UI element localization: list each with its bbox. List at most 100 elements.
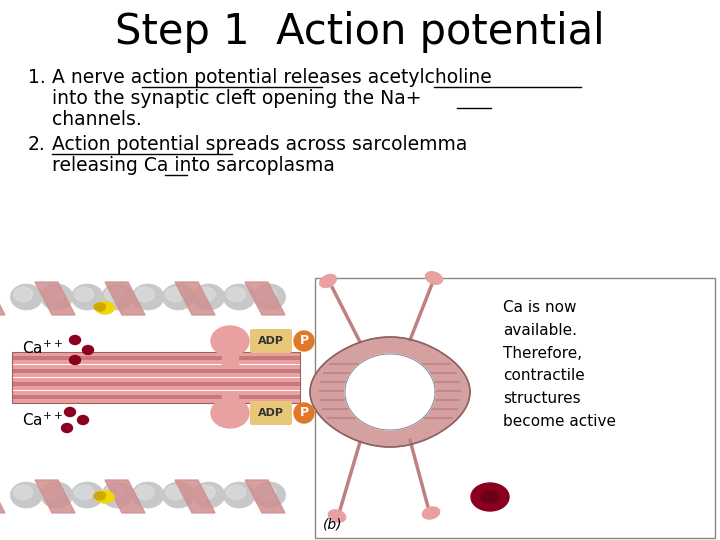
Ellipse shape <box>71 482 103 508</box>
Polygon shape <box>222 395 238 407</box>
Ellipse shape <box>74 485 94 500</box>
Text: Step 1  Action potential: Step 1 Action potential <box>115 11 605 53</box>
Ellipse shape <box>44 485 63 500</box>
Ellipse shape <box>211 398 249 428</box>
Ellipse shape <box>382 373 398 387</box>
Ellipse shape <box>163 482 194 508</box>
Polygon shape <box>0 282 5 315</box>
Ellipse shape <box>257 485 276 500</box>
Ellipse shape <box>135 287 154 301</box>
Ellipse shape <box>14 485 33 500</box>
Text: ADP: ADP <box>258 336 284 346</box>
Bar <box>12 352 300 403</box>
Bar <box>12 352 300 364</box>
Ellipse shape <box>106 305 114 311</box>
Text: Ca$^{++}$: Ca$^{++}$ <box>22 339 63 356</box>
Ellipse shape <box>14 287 33 301</box>
Polygon shape <box>35 480 75 513</box>
Ellipse shape <box>71 284 103 310</box>
Polygon shape <box>245 480 285 513</box>
Bar <box>12 369 300 373</box>
Text: 1.: 1. <box>28 68 46 87</box>
Bar <box>12 391 300 403</box>
Polygon shape <box>310 337 470 447</box>
Text: ADP: ADP <box>258 408 284 418</box>
Bar <box>12 378 300 390</box>
Bar <box>12 382 300 386</box>
Ellipse shape <box>96 302 114 314</box>
Polygon shape <box>175 282 215 315</box>
Ellipse shape <box>426 272 443 285</box>
Polygon shape <box>345 354 435 430</box>
Ellipse shape <box>105 485 124 500</box>
Text: (b): (b) <box>323 518 343 532</box>
Text: P: P <box>300 334 309 348</box>
Ellipse shape <box>163 284 194 310</box>
Ellipse shape <box>193 284 225 310</box>
Polygon shape <box>222 354 238 365</box>
Ellipse shape <box>44 287 63 301</box>
Ellipse shape <box>132 482 164 508</box>
Polygon shape <box>105 480 145 513</box>
Ellipse shape <box>102 284 134 310</box>
Ellipse shape <box>94 492 106 500</box>
Ellipse shape <box>374 365 390 379</box>
Ellipse shape <box>396 379 412 393</box>
Ellipse shape <box>422 507 440 519</box>
Bar <box>12 395 300 399</box>
Text: Action potential spreads across sarcolemma: Action potential spreads across sarcolem… <box>52 135 467 154</box>
Ellipse shape <box>10 482 42 508</box>
Ellipse shape <box>105 287 124 301</box>
Ellipse shape <box>196 287 215 301</box>
Ellipse shape <box>226 287 246 301</box>
Ellipse shape <box>65 408 76 416</box>
Ellipse shape <box>320 274 336 288</box>
Bar <box>315 278 715 538</box>
Text: P: P <box>300 407 309 420</box>
Ellipse shape <box>61 423 73 433</box>
Ellipse shape <box>96 491 114 503</box>
Bar <box>12 356 300 360</box>
Ellipse shape <box>70 335 81 345</box>
Polygon shape <box>245 282 285 315</box>
Polygon shape <box>175 480 215 513</box>
Ellipse shape <box>294 331 314 351</box>
Ellipse shape <box>223 284 255 310</box>
Ellipse shape <box>83 346 94 354</box>
Text: into the synaptic cleft opening the Na+: into the synaptic cleft opening the Na+ <box>52 89 421 108</box>
Ellipse shape <box>166 485 185 500</box>
Ellipse shape <box>253 482 286 508</box>
Ellipse shape <box>211 326 249 356</box>
Polygon shape <box>0 480 5 513</box>
Ellipse shape <box>166 287 185 301</box>
Ellipse shape <box>135 485 154 500</box>
Text: Ca is now
available.
Therefore,
contractile
structures
become active: Ca is now available. Therefore, contract… <box>503 300 616 429</box>
Ellipse shape <box>226 485 246 500</box>
Ellipse shape <box>253 284 286 310</box>
Ellipse shape <box>10 284 42 310</box>
Polygon shape <box>35 282 75 315</box>
Ellipse shape <box>74 287 94 301</box>
Ellipse shape <box>328 510 346 522</box>
Ellipse shape <box>384 363 400 377</box>
Ellipse shape <box>70 355 81 364</box>
Text: channels.: channels. <box>52 110 142 129</box>
Polygon shape <box>105 282 145 315</box>
Ellipse shape <box>193 482 225 508</box>
Ellipse shape <box>196 485 215 500</box>
Ellipse shape <box>78 415 89 424</box>
Ellipse shape <box>94 303 106 311</box>
Text: 2.: 2. <box>28 135 46 154</box>
Ellipse shape <box>364 375 380 389</box>
Ellipse shape <box>294 403 314 423</box>
Bar <box>12 365 300 377</box>
Ellipse shape <box>132 284 164 310</box>
Text: Ca$^{++}$: Ca$^{++}$ <box>22 411 63 429</box>
Ellipse shape <box>41 482 73 508</box>
Text: releasing Ca into sarcoplasma: releasing Ca into sarcoplasma <box>52 156 335 175</box>
FancyBboxPatch shape <box>250 329 292 353</box>
Ellipse shape <box>106 494 114 500</box>
Ellipse shape <box>388 387 404 401</box>
Ellipse shape <box>102 482 134 508</box>
FancyBboxPatch shape <box>250 401 292 425</box>
